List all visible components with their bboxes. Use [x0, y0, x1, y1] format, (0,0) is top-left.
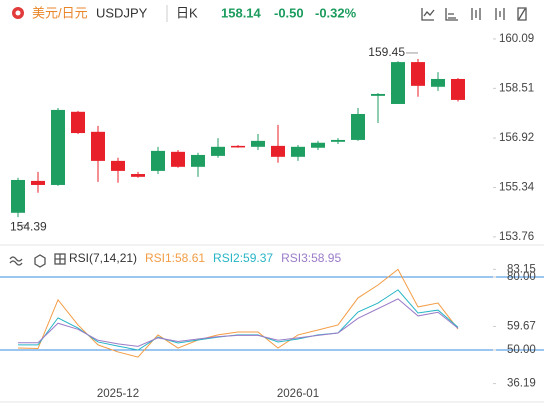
y-tick-label: 59.67 [507, 320, 536, 332]
candle-body [411, 62, 425, 86]
candle-body [231, 145, 245, 148]
y-tick-label: 80.00 [507, 271, 536, 283]
y-tick-label: 155.34 [499, 181, 535, 193]
indicator-icon[interactable] [9, 256, 23, 266]
annotation: 159.45 [368, 45, 405, 59]
tool-icon[interactable] [517, 7, 527, 21]
y-tick-label: 158.51 [499, 82, 534, 94]
candle-body [191, 154, 205, 167]
candle-body [351, 113, 365, 140]
candle-body [331, 139, 345, 142]
candle-body [451, 78, 465, 100]
y-tick-label: 156.92 [499, 132, 534, 144]
candle-body [31, 180, 45, 185]
legend-label: RSI1:58.61 [145, 251, 205, 265]
y-tick-label: 36.19 [507, 378, 536, 390]
candle-body [91, 131, 105, 161]
y-tick-label: 83.15 [507, 263, 536, 275]
candle-body [391, 62, 405, 104]
symbol: USDJPY [96, 5, 148, 20]
annotation: 154.39 [10, 219, 47, 233]
tool-icon[interactable] [421, 8, 435, 21]
candle-body [251, 140, 265, 147]
candle-body [211, 146, 225, 156]
candle-body [271, 145, 285, 157]
rsi-title: RSI(7,14,21) [69, 251, 137, 265]
flag-icon-dot [15, 10, 21, 16]
candle-body [151, 150, 165, 171]
tool-icon[interactable] [445, 8, 458, 21]
x-tick-label: 2025-12 [97, 388, 139, 400]
candle-body [131, 174, 145, 177]
y-tick-label: 50.00 [507, 344, 536, 356]
legend-label: RSI2:59.37 [213, 251, 273, 265]
y-tick-label: 160.09 [499, 33, 534, 45]
tool-icon[interactable] [495, 8, 505, 20]
rsi-line [18, 289, 459, 351]
settings-icon[interactable] [34, 254, 46, 268]
candle-body [291, 146, 305, 157]
pair-name: 美元/日元 [32, 5, 88, 20]
change: -0.50 [274, 5, 304, 20]
y-tick-label: 153.76 [499, 231, 534, 243]
candle-body [71, 111, 85, 134]
candle-body [51, 109, 65, 185]
grid-icon-cross [55, 254, 65, 264]
x-tick-label: 2026-01 [277, 388, 319, 400]
candle-body [311, 142, 325, 148]
rsi-line [17, 268, 459, 358]
candle-body [371, 93, 385, 96]
period[interactable]: 日K [176, 5, 198, 20]
candle-body [111, 160, 125, 171]
candle-body [11, 179, 25, 213]
candle-body [431, 78, 445, 87]
change-pct: -0.32% [315, 5, 357, 20]
candle-body [171, 151, 185, 167]
tool-icon[interactable] [471, 8, 481, 20]
rsi-line [18, 298, 459, 347]
toolbar [421, 7, 527, 21]
price: 158.14 [221, 5, 262, 20]
legend-label: RSI3:58.95 [281, 251, 341, 265]
